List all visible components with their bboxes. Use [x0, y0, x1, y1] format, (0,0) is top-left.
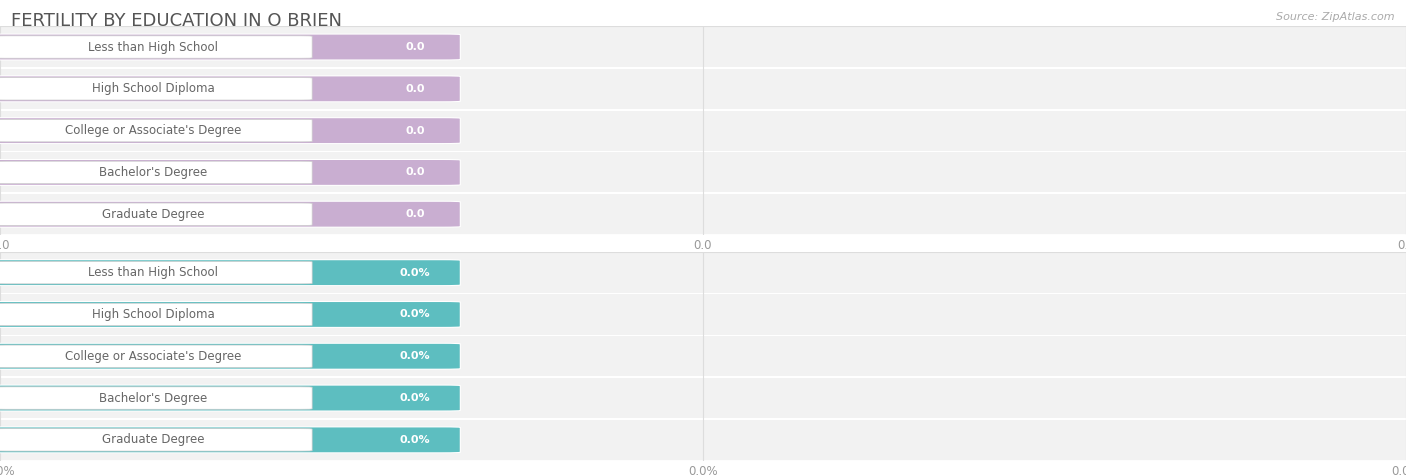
Bar: [0, 294, 1406, 334]
FancyBboxPatch shape: [0, 35, 460, 59]
FancyBboxPatch shape: [0, 118, 460, 143]
Bar: [0, 378, 1406, 418]
Text: High School Diploma: High School Diploma: [91, 82, 215, 95]
FancyBboxPatch shape: [0, 160, 460, 185]
FancyBboxPatch shape: [0, 260, 460, 285]
Text: Less than High School: Less than High School: [89, 266, 218, 279]
Text: Bachelor's Degree: Bachelor's Degree: [100, 166, 207, 179]
Text: 0.0: 0.0: [405, 84, 425, 94]
Bar: [0, 111, 1406, 151]
Bar: [0, 27, 1406, 67]
Bar: [0, 152, 1406, 192]
FancyBboxPatch shape: [0, 303, 312, 326]
Text: 0.0: 0.0: [405, 125, 425, 136]
FancyBboxPatch shape: [0, 76, 460, 101]
FancyBboxPatch shape: [0, 345, 312, 368]
Bar: [0, 336, 1406, 376]
Text: High School Diploma: High School Diploma: [91, 308, 215, 321]
FancyBboxPatch shape: [0, 160, 460, 185]
FancyBboxPatch shape: [0, 202, 460, 227]
Text: Source: ZipAtlas.com: Source: ZipAtlas.com: [1277, 12, 1395, 22]
Text: 0.0%: 0.0%: [399, 393, 430, 403]
Text: 0.0%: 0.0%: [399, 435, 430, 445]
Text: 0.0%: 0.0%: [399, 351, 430, 361]
Text: Bachelor's Degree: Bachelor's Degree: [100, 391, 207, 405]
Text: 0.0%: 0.0%: [399, 309, 430, 320]
FancyBboxPatch shape: [0, 386, 460, 410]
Bar: [0, 420, 1406, 460]
Text: 0.0%: 0.0%: [399, 267, 430, 278]
FancyBboxPatch shape: [0, 161, 312, 184]
FancyBboxPatch shape: [0, 428, 460, 452]
FancyBboxPatch shape: [0, 77, 312, 100]
Text: 0.0: 0.0: [405, 167, 425, 178]
FancyBboxPatch shape: [0, 118, 460, 143]
Bar: [0, 194, 1406, 234]
FancyBboxPatch shape: [0, 202, 460, 227]
Text: Graduate Degree: Graduate Degree: [103, 433, 204, 446]
FancyBboxPatch shape: [0, 261, 312, 284]
Text: College or Associate's Degree: College or Associate's Degree: [65, 124, 242, 137]
FancyBboxPatch shape: [0, 344, 460, 369]
Text: 0.0: 0.0: [405, 42, 425, 52]
FancyBboxPatch shape: [0, 35, 460, 59]
FancyBboxPatch shape: [0, 203, 312, 226]
FancyBboxPatch shape: [0, 302, 460, 327]
Bar: [0, 69, 1406, 109]
Text: Graduate Degree: Graduate Degree: [103, 208, 204, 221]
Text: FERTILITY BY EDUCATION IN O BRIEN: FERTILITY BY EDUCATION IN O BRIEN: [11, 12, 342, 30]
FancyBboxPatch shape: [0, 344, 460, 369]
FancyBboxPatch shape: [0, 76, 460, 101]
Text: College or Associate's Degree: College or Associate's Degree: [65, 350, 242, 363]
FancyBboxPatch shape: [0, 36, 312, 58]
FancyBboxPatch shape: [0, 302, 460, 327]
FancyBboxPatch shape: [0, 428, 312, 451]
FancyBboxPatch shape: [0, 386, 460, 410]
FancyBboxPatch shape: [0, 428, 460, 452]
FancyBboxPatch shape: [0, 119, 312, 142]
FancyBboxPatch shape: [0, 387, 312, 409]
Bar: [0, 253, 1406, 293]
FancyBboxPatch shape: [0, 260, 460, 285]
Text: 0.0: 0.0: [405, 209, 425, 219]
Text: Less than High School: Less than High School: [89, 40, 218, 54]
